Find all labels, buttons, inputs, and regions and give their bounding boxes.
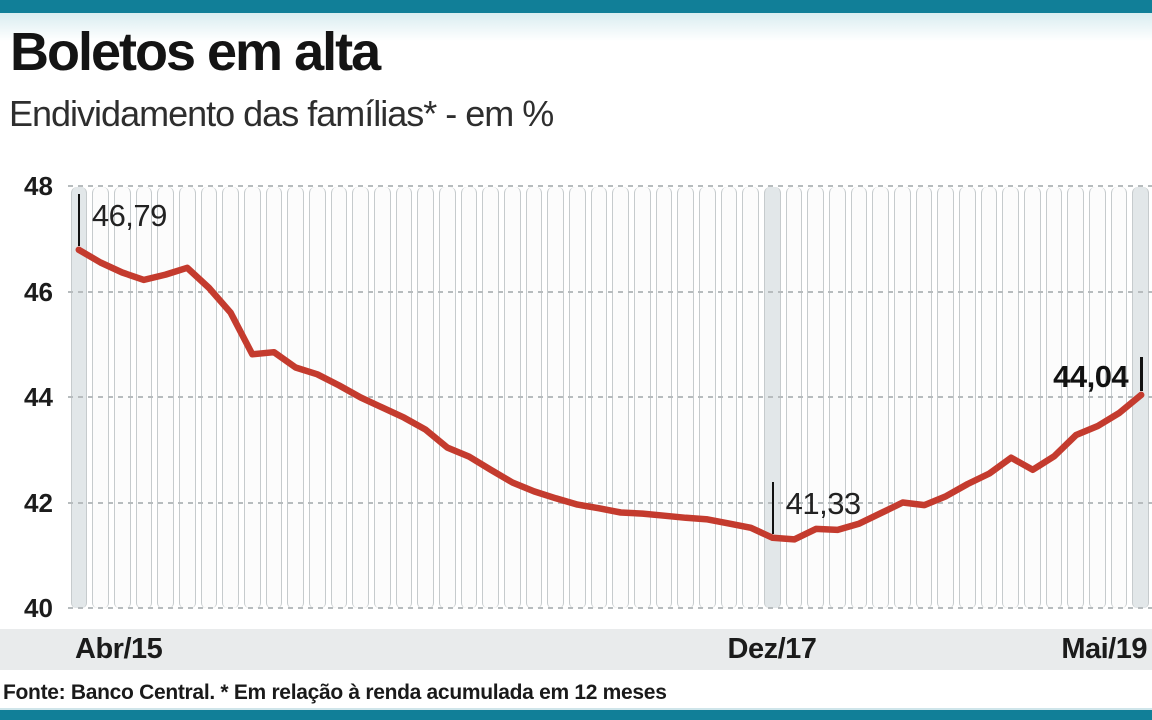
annotation-value-Abr/15: 46,79 — [91, 197, 168, 233]
x-tick-dez17: Dez/17 — [727, 633, 817, 665]
annotation-tick-Abr/15 — [77, 193, 81, 246]
debt-line-series — [75, 246, 1145, 543]
chart-subtitle: Endividamento das famílias* - em % — [9, 93, 554, 134]
source-note: Fonte: Banco Central. * Em relação à ren… — [3, 681, 667, 704]
y-tick-40: 40 — [24, 593, 53, 623]
top-accent-bar — [0, 0, 1152, 13]
top-fade-strip — [0, 13, 1152, 41]
y-tick-42: 42 — [24, 487, 53, 518]
x-tick-mai19: Mai/19 — [1061, 633, 1147, 665]
y-tick-44: 44 — [24, 382, 53, 412]
annotation-tick-Dez/17 — [771, 481, 775, 534]
y-tick-48: 48 — [24, 171, 53, 201]
bottom-accent-bar — [0, 708, 1152, 720]
gridline-40 — [68, 607, 1152, 609]
gridline-44 — [68, 396, 1152, 398]
x-axis-strip: Abr/15 Dez/17 Mai/19 — [0, 629, 1152, 670]
gridline-42 — [68, 501, 1152, 504]
chart-plot-area: 46,79 41,33 44,04 — [68, 185, 1152, 609]
page-title: Boletos em alta — [10, 22, 381, 82]
gridline-48 — [68, 185, 1152, 187]
y-tick-46: 46 — [24, 276, 53, 307]
annotation-tick-Mai/19 — [1140, 356, 1143, 391]
annotation-value-Mai/19: 44,04 — [1053, 358, 1129, 394]
x-tick-abr15: Abr/15 — [75, 633, 163, 665]
annotation-value-Dez/17: 41,33 — [785, 485, 862, 521]
gridline-46 — [68, 290, 1152, 293]
